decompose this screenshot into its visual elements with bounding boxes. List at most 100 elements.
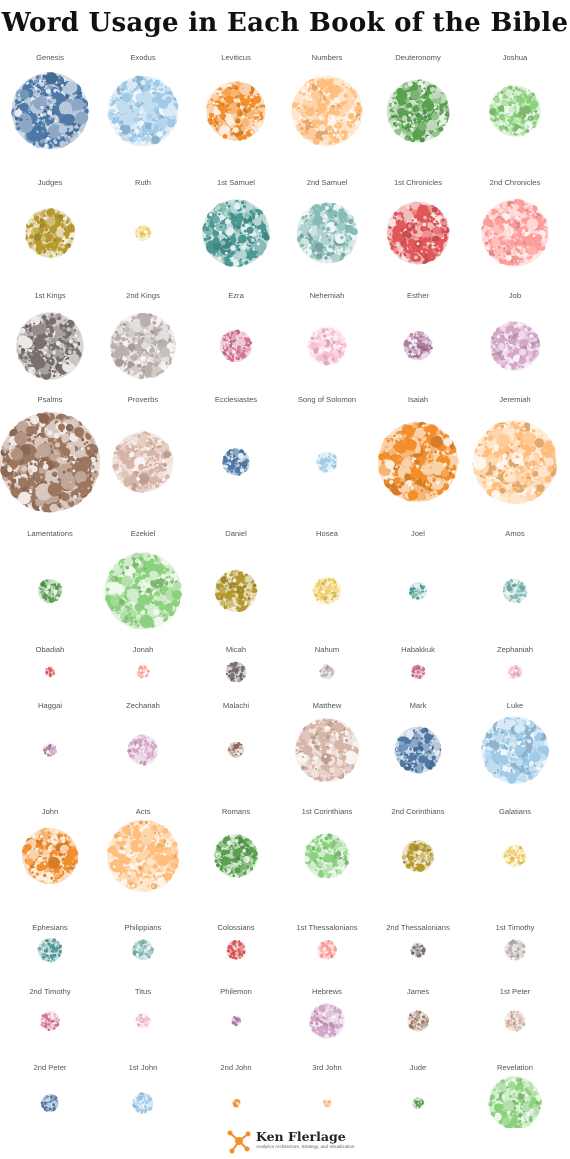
word-bubble	[45, 94, 48, 97]
book-bubble-cluster: Genesis	[11, 53, 89, 149]
word-bubble	[33, 113, 34, 114]
word-bubble	[224, 211, 228, 215]
word-bubble	[36, 81, 38, 83]
word-bubble	[229, 240, 231, 242]
word-bubble	[317, 103, 327, 113]
word-bubble	[130, 125, 133, 128]
word-bubble	[46, 217, 55, 226]
word-bubble	[49, 122, 51, 124]
word-bubble	[215, 208, 218, 211]
word-bubble	[307, 137, 309, 139]
book-label: Numbers	[312, 53, 343, 62]
word-bubble	[238, 115, 241, 118]
word-bubble	[61, 221, 63, 223]
word-bubble	[78, 91, 82, 95]
word-bubble	[218, 213, 220, 215]
word-bubble	[140, 233, 143, 236]
word-bubble	[494, 97, 500, 103]
book-bubble-cluster: 1st Samuel	[202, 178, 269, 267]
word-bubble	[501, 94, 503, 96]
word-bubble	[153, 94, 156, 97]
word-bubble	[48, 101, 50, 103]
word-bubble	[26, 231, 27, 232]
word-bubble	[260, 112, 263, 115]
word-bubble	[329, 118, 331, 120]
word-bubble	[327, 89, 330, 92]
word-bubble	[328, 81, 330, 83]
word-bubble	[411, 111, 413, 113]
word-bubble	[76, 132, 78, 134]
word-bubble	[29, 112, 30, 113]
word-bubble	[421, 111, 423, 113]
word-bubble	[250, 131, 253, 134]
word-bubble	[348, 123, 350, 125]
word-bubble	[228, 259, 231, 262]
word-bubble	[319, 78, 321, 80]
word-bubble	[301, 89, 305, 93]
word-bubble	[84, 101, 86, 103]
word-bubble	[47, 110, 52, 115]
word-bubble	[257, 242, 260, 245]
word-bubble	[82, 124, 84, 126]
word-bubble	[63, 232, 67, 236]
word-bubble	[321, 116, 323, 118]
word-bubble	[390, 109, 393, 112]
word-bubble	[226, 206, 228, 208]
word-bubble	[117, 94, 120, 97]
word-bubble	[52, 112, 55, 115]
word-bubble	[146, 227, 150, 231]
word-bubble	[27, 223, 30, 226]
word-bubble	[76, 111, 89, 124]
word-bubble	[38, 116, 40, 118]
word-bubble	[242, 224, 245, 227]
word-bubble	[298, 123, 301, 126]
word-bubble	[140, 111, 143, 114]
word-bubble	[71, 136, 73, 138]
word-bubble	[424, 107, 426, 109]
word-bubble	[72, 98, 84, 110]
word-bubble	[323, 113, 325, 115]
word-bubble	[219, 210, 221, 212]
word-bubble	[222, 103, 225, 106]
word-bubble	[300, 108, 305, 113]
word-bubble	[311, 90, 320, 99]
word-bubble	[311, 124, 313, 126]
word-bubble	[232, 114, 236, 118]
word-bubble	[45, 237, 47, 239]
word-bubble	[212, 101, 215, 104]
word-bubble	[80, 95, 83, 98]
book-label: 1st Samuel	[217, 178, 255, 187]
word-bubble	[111, 113, 114, 116]
word-bubble	[41, 211, 46, 216]
word-bubble	[212, 235, 213, 236]
word-bubble	[62, 240, 64, 242]
word-bubble	[26, 83, 28, 85]
word-bubble	[153, 82, 156, 85]
word-bubble	[160, 88, 163, 91]
word-bubble	[43, 112, 47, 116]
word-bubble	[61, 84, 64, 87]
word-bubble	[227, 136, 229, 138]
book-bubble-cluster: Ruth	[134, 178, 151, 241]
book-label: Ruth	[135, 178, 151, 187]
word-bubble	[403, 123, 406, 126]
word-bubble	[393, 126, 397, 130]
word-bubble	[67, 224, 75, 232]
word-bubble	[247, 259, 249, 261]
word-bubble	[407, 123, 410, 126]
word-bubble	[116, 101, 118, 103]
word-bubble	[232, 135, 235, 138]
word-bubble	[430, 132, 432, 134]
word-bubble	[37, 120, 39, 122]
word-bubble	[230, 245, 236, 251]
book-label: Judges	[38, 178, 63, 187]
word-bubble	[58, 244, 62, 248]
word-bubble	[312, 117, 314, 119]
word-bubble	[309, 120, 312, 123]
word-bubble	[224, 236, 225, 237]
word-bubble	[132, 111, 134, 113]
word-bubble	[336, 134, 341, 139]
word-bubble	[260, 115, 263, 118]
word-bubble	[423, 82, 425, 84]
word-bubble	[532, 121, 536, 125]
